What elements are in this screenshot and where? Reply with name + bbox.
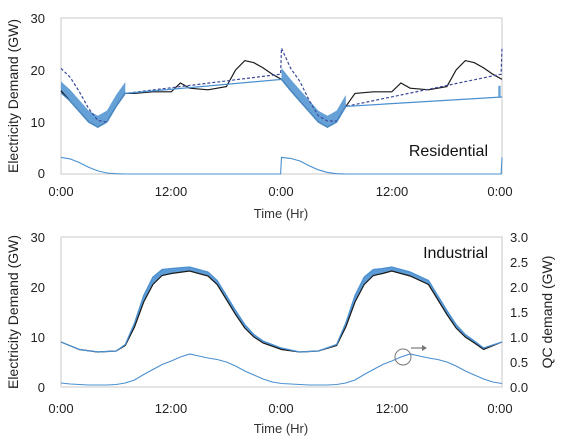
plot-area-border: [60, 236, 503, 388]
y-tick-label: 20: [31, 280, 45, 295]
x-tick-label: 0:00: [48, 184, 73, 199]
y2-tick-label: 3.0: [510, 230, 528, 245]
x-axis-label: Time (Hr): [254, 206, 308, 221]
y-tick-label: 20: [31, 63, 45, 78]
y-tick-label: 0: [38, 380, 45, 395]
series-line-qc-demand: [60, 353, 503, 386]
charging-band: [61, 81, 126, 128]
series-line-with-charging-upper: [60, 47, 503, 123]
y2-tick-label: 0.0: [510, 380, 528, 395]
y-tick-label: 30: [31, 11, 45, 26]
right-axis-arrowhead: [422, 345, 427, 351]
charging-band: [498, 85, 501, 98]
series-line-qc-demand: [60, 156, 503, 175]
series-line-with-charging-lower: [60, 78, 503, 128]
y-axis-label: Electricity Demand (GW): [5, 235, 21, 389]
y2-axis-label: QC demand (GW): [539, 256, 555, 369]
x-tick-label: 12:00: [155, 401, 188, 416]
plot-area-border: [60, 17, 503, 175]
industrial-panel: 30 20 10 0 3.0 2.5 2.0 1.5 1.0 0.5 0.0 0…: [5, 230, 555, 436]
panel-title: Industrial: [423, 245, 488, 262]
y-tick-label: 10: [31, 330, 45, 345]
y-axis-label: Electricity Demand (GW): [5, 19, 21, 173]
x-axis-label: Time (Hr): [254, 421, 308, 436]
series-line-base-demand: [60, 270, 503, 353]
y-tick-label: 0: [38, 166, 45, 181]
y-tick-label: 30: [31, 230, 45, 245]
x-tick-label: 0:00: [268, 184, 293, 199]
series-line-with-charging-upper: [60, 266, 503, 353]
charging-band: [281, 67, 346, 128]
residential-series: [60, 47, 503, 175]
y2-tick-label: 1.5: [510, 305, 528, 320]
y2-tick-label: 2.5: [510, 255, 528, 270]
panel-title: Residential: [409, 143, 488, 160]
industrial-series: [60, 266, 503, 386]
x-tick-label: 0:00: [487, 401, 512, 416]
x-tick-label: 0:00: [268, 401, 293, 416]
qc-series-marker-circle: [394, 348, 412, 366]
y2-tick-label: 0.5: [510, 355, 528, 370]
x-tick-label: 0:00: [487, 184, 512, 199]
x-tick-label: 0:00: [48, 401, 73, 416]
residential-panel: 30 20 10 0 0:00 12:00 0:00 12:00 0:00 Ti…: [5, 11, 513, 221]
y-tick-label: 10: [31, 115, 45, 130]
y2-tick-label: 2.0: [510, 280, 528, 295]
x-tick-label: 12:00: [155, 184, 188, 199]
x-tick-label: 12:00: [376, 401, 409, 416]
x-tick-label: 12:00: [376, 184, 409, 199]
y2-tick-label: 1.0: [510, 330, 528, 345]
